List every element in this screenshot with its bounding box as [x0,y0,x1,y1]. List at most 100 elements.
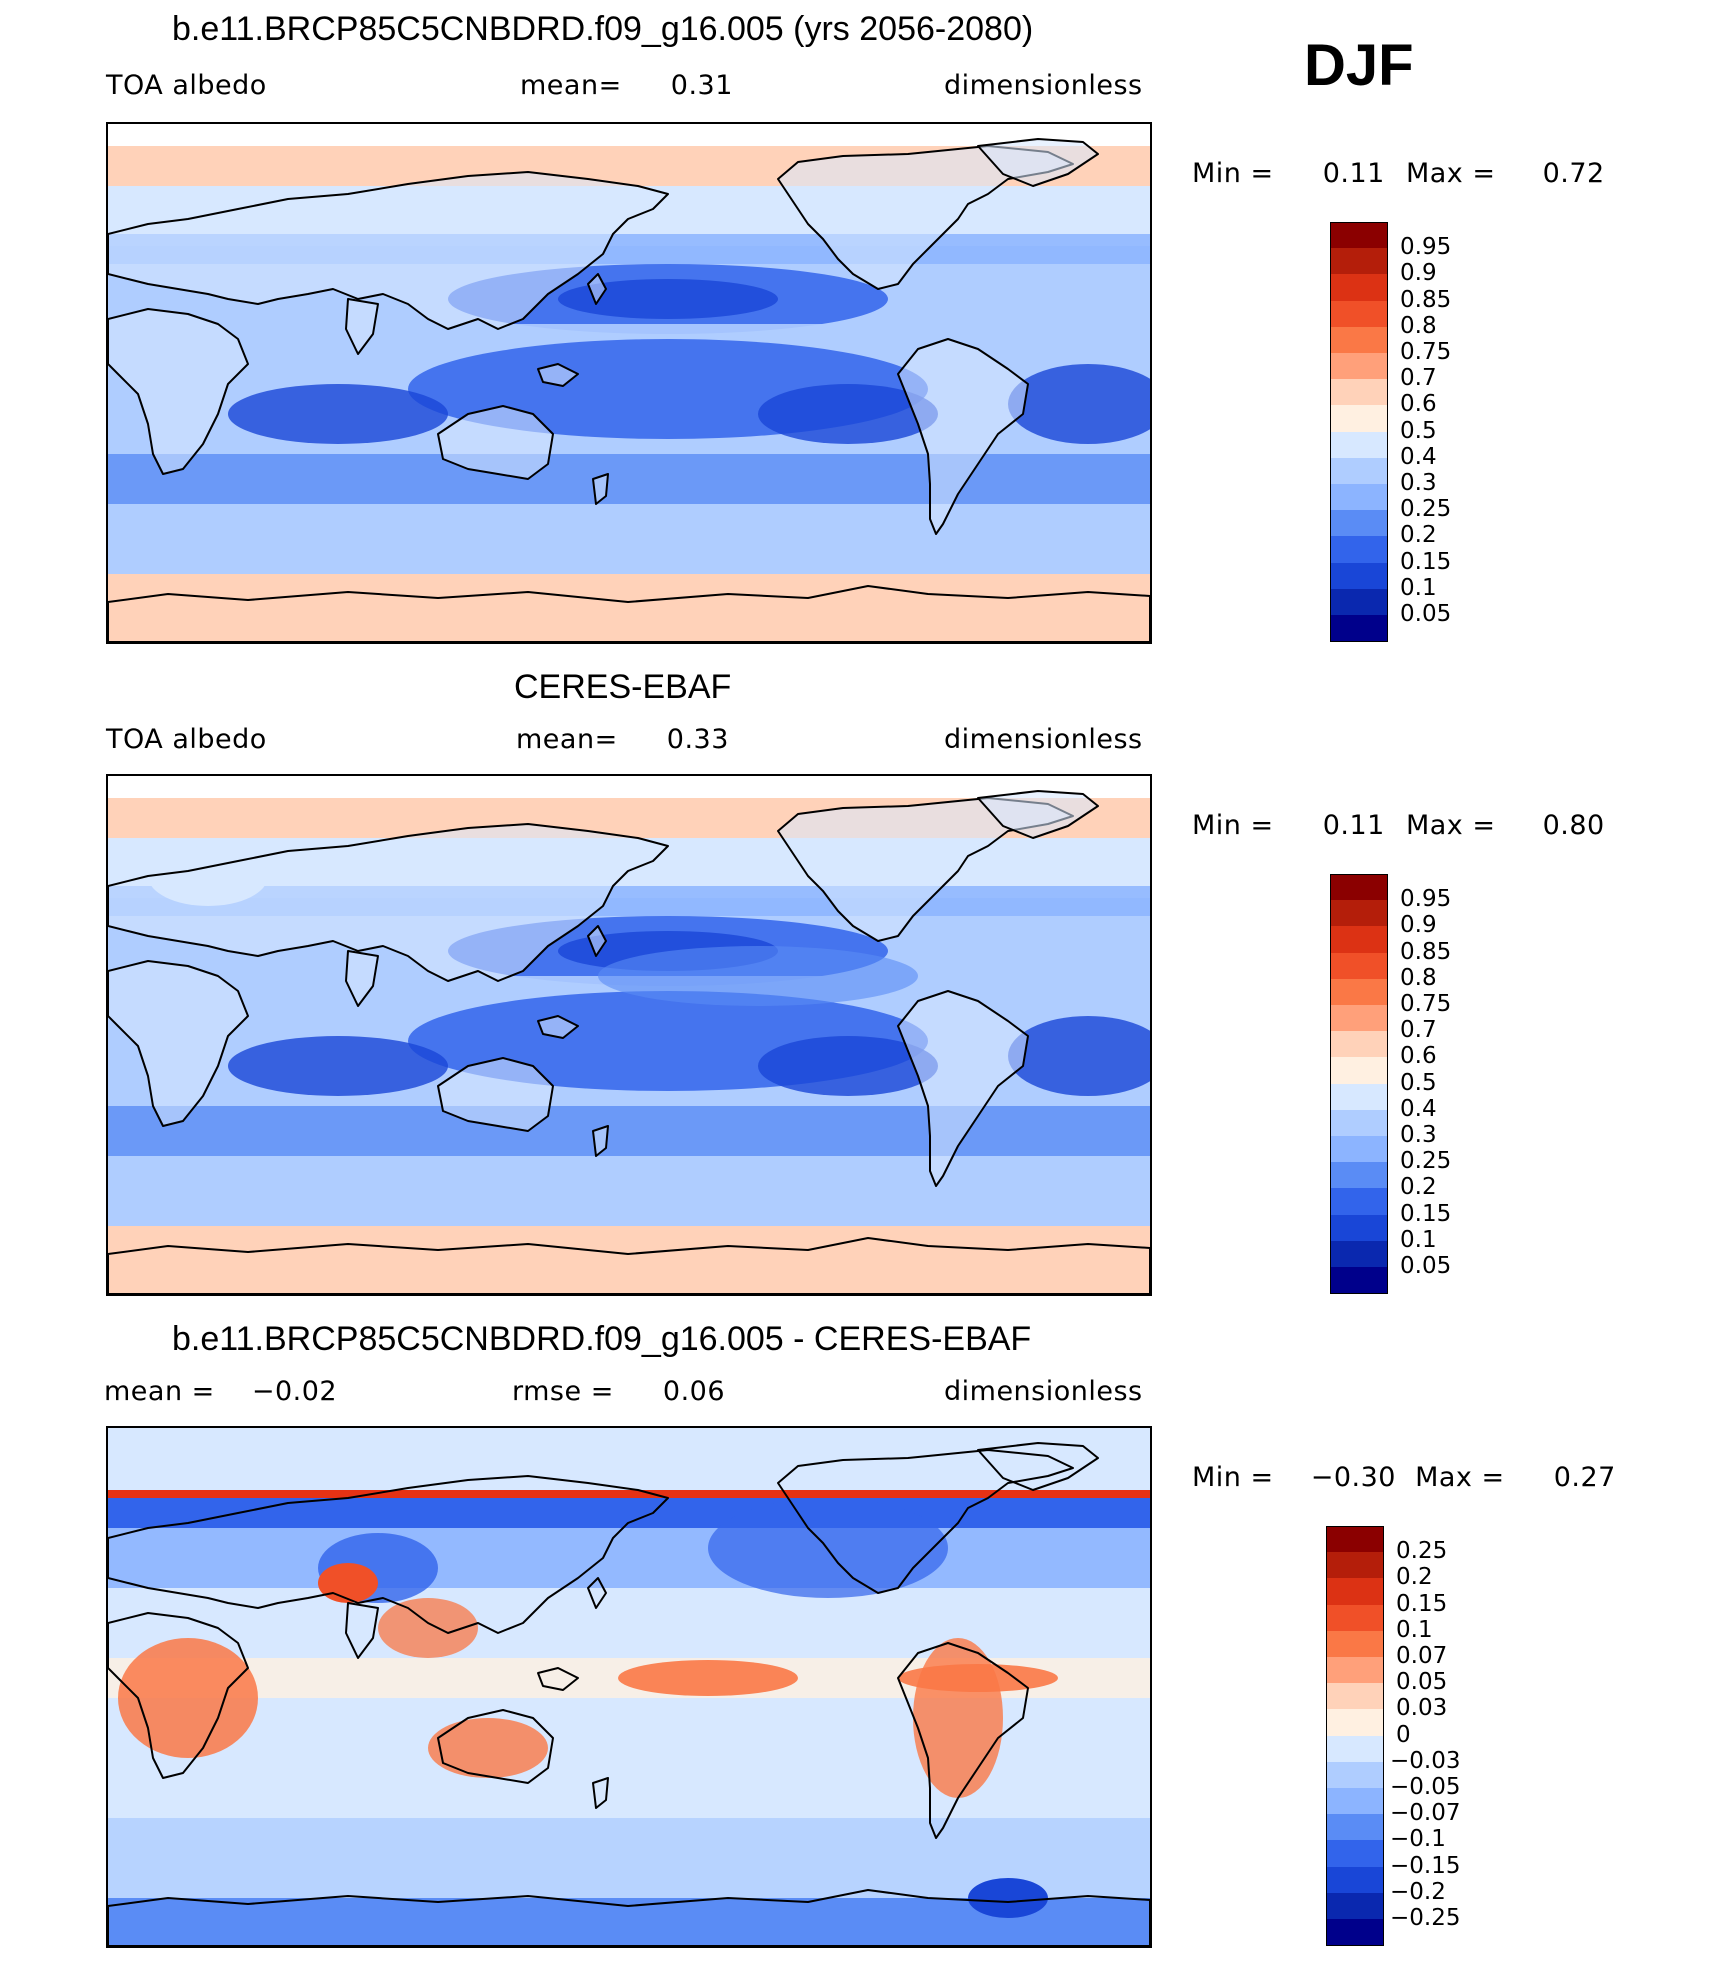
panel2-max-value: 0.80 [1542,810,1605,841]
colorbar-tick-label: 0.25 [1400,496,1452,523]
panel3-min-label: Min = [1192,1462,1274,1493]
colorbar-swatch [1330,248,1388,275]
colorbar-swatch [1330,222,1388,249]
colorbar-tick-label: 0.25 [1396,1538,1448,1565]
colorbar-swatch [1330,431,1388,459]
panel1-map-plot [108,124,1150,642]
continent-outline [537,1667,579,1691]
colorbar-swatch [1330,1267,1388,1294]
panel1-max-value: 0.72 [1542,158,1605,189]
field-band [108,1156,1150,1226]
colorbar-swatch [1326,1657,1384,1684]
colorbar-tick-label: 0.15 [1400,548,1452,575]
continent-outline [592,473,609,505]
panel2-min-value: 0.11 [1322,810,1385,841]
field-blob [1008,1016,1150,1096]
continent-outline [108,1889,1150,1946]
colorbar-swatch [1330,1083,1388,1111]
colorbar-swatch [1326,1604,1384,1632]
colorbar-swatch [1326,1866,1384,1894]
panel2-units: dimensionless [944,724,1143,755]
colorbar-tick-label: 0.7 [1400,365,1437,392]
panel3-rmse-value: 0.06 [662,1376,726,1407]
colorbar-tick-label: 0.85 [1400,938,1452,965]
field-blob [228,384,448,444]
panel2-map-plot [108,776,1150,1294]
field-band [108,504,1150,574]
colorbar-tick-label: 0.3 [1400,1122,1437,1148]
colorbar-swatch [1330,300,1388,328]
panel1-max-label: Max = [1405,158,1496,189]
colorbar-swatch [1330,1005,1388,1032]
continent-outline [587,1577,607,1609]
colorbar-tick-label: 0.6 [1400,391,1437,418]
continent-outline [777,1449,1074,1594]
colorbar-swatch [1330,1240,1388,1268]
colorbar-swatch [1326,1788,1384,1815]
colorbar-tick-label: −0.07 [1390,1800,1461,1827]
colorbar-tick-label: 0.05 [1396,1669,1448,1696]
continent-outline [897,990,1029,1187]
colorbar-tick-label: 0.05 [1400,601,1452,627]
colorbar-tick-label: 0.05 [1400,1253,1452,1279]
panel1-units: dimensionless [944,70,1143,101]
field-blob [708,1498,948,1598]
colorbar-tick-label: 0.15 [1396,1590,1448,1617]
colorbar-tick-label: 0.1 [1396,1616,1433,1643]
colorbar-tick-label: 0.2 [1396,1564,1433,1591]
continent-outline [108,960,249,1127]
panel2-mean-value: 0.33 [666,724,729,755]
panel3-mean-value: −0.02 [251,1376,338,1407]
field-band [108,124,1150,146]
field-band [108,1490,1150,1498]
panel3-map-plot [108,1428,1150,1946]
colorbar-swatch [1326,1709,1384,1737]
colorbar-tick-label: −0.05 [1390,1774,1461,1800]
continent-outline [897,1642,1029,1839]
continent-outline [977,138,1099,187]
colorbar-swatch [1330,952,1388,980]
panel1-variable-label: TOA albedo [106,70,267,101]
panel3-title: b.e11.BRCP85C5CNBDRD.f09_g16.005 - CERES… [172,1320,1032,1358]
colorbar-swatch [1326,1683,1384,1710]
panel1-mean-value: 0.31 [670,70,733,101]
panel2-minmax: Min = 0.11 Max = 0.80 [1192,810,1605,841]
continent-outline [592,1777,609,1809]
colorbar-tick-label: 0.9 [1400,260,1437,287]
colorbar-swatch [1330,1057,1388,1085]
field-blob [758,1036,938,1096]
panel2-max-label: Max = [1405,810,1496,841]
colorbar-swatch [1330,405,1388,433]
colorbar-tick-label: 0.5 [1400,417,1437,444]
colorbar-swatch [1330,274,1388,302]
field-band [108,454,1150,504]
panel1-mean-label: mean= 0.31 [520,70,733,101]
continent-outline [437,405,554,480]
field-band [108,1818,1150,1898]
colorbar-swatch [1330,978,1388,1006]
colorbar-tick-label: 0.25 [1400,1148,1452,1175]
colorbar-swatch [1326,1578,1384,1606]
colorbar-swatch [1330,874,1388,901]
field-blob [558,279,778,319]
panel2-title: CERES-EBAF [514,668,732,706]
colorbar-swatch [1326,1630,1384,1658]
field-blob [118,1638,258,1758]
panel1-min-value: 0.11 [1322,158,1385,189]
colorbar-tick-label: 0.3 [1400,470,1437,496]
colorbar-swatch [1326,1919,1384,1946]
field-band [108,1106,1150,1156]
panel1-title: b.e11.BRCP85C5CNBDRD.f09_g16.005 (yrs 20… [172,10,1034,48]
panel3-mean: mean = −0.02 [104,1376,337,1407]
colorbar-tick-label: 0.95 [1400,234,1452,261]
colorbar-swatch [1330,1031,1388,1058]
colorbar-tick-label: 0 [1396,1721,1411,1748]
colorbar-tick-label: 0.8 [1400,312,1437,339]
colorbar-tick-label: 0.75 [1400,339,1452,365]
continent-outline [537,363,579,387]
colorbar-tick-label: −0.1 [1390,1826,1446,1853]
colorbar-tick-label: 0.5 [1400,1069,1437,1096]
colorbar-tick-label: 0.07 [1396,1643,1448,1669]
continent-outline [437,1057,554,1132]
continent-outline [108,1612,249,1779]
